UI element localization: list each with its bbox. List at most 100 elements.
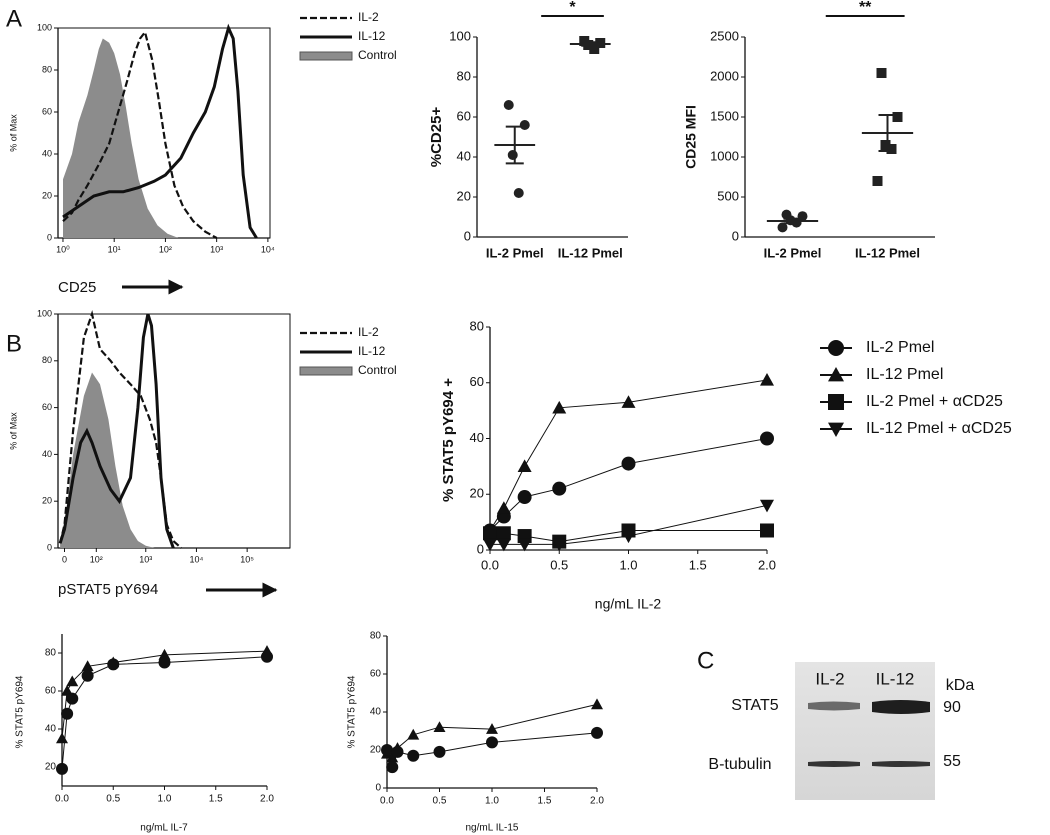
marker xyxy=(552,481,567,496)
marker xyxy=(519,120,530,130)
marker xyxy=(407,749,420,762)
marker xyxy=(261,650,273,663)
x-axis-label: ng/mL IL-2 xyxy=(595,596,662,612)
y-tick-label: 20 xyxy=(457,188,471,203)
lane-label: IL-2 xyxy=(815,669,844,688)
y-tick-label: 100 xyxy=(37,22,52,32)
marker xyxy=(513,188,524,198)
y-tick-label: 40 xyxy=(457,148,471,163)
legend-label: IL-12 xyxy=(358,344,386,358)
x-tick-label: 0.0 xyxy=(380,796,394,807)
marker xyxy=(407,728,420,740)
x-tick-label: 2.0 xyxy=(260,794,274,805)
x-tick-label: 1.5 xyxy=(689,557,707,572)
legend-label: IL-2 Pmel + αCD25 xyxy=(866,393,1003,410)
marker xyxy=(107,658,120,671)
marker xyxy=(621,456,636,471)
marker xyxy=(81,669,94,682)
x-tick-label: 0.5 xyxy=(106,794,120,805)
band-label: STAT5 xyxy=(731,697,779,714)
panel-label: A xyxy=(6,5,22,32)
legend-marker xyxy=(828,340,844,356)
marker xyxy=(517,459,532,472)
blot-band xyxy=(872,700,930,714)
marker xyxy=(483,538,497,552)
x-tick-label: 1.0 xyxy=(158,794,172,805)
y-tick-label: 500 xyxy=(717,188,739,203)
x-tick-label: IL-12 Pmel xyxy=(558,245,623,260)
x-tick-label: 10³ xyxy=(139,554,152,564)
legend-label: IL-2 Pmel xyxy=(866,339,934,356)
error-bar xyxy=(505,125,524,165)
significance-label: * xyxy=(569,0,576,16)
marker xyxy=(777,222,788,233)
x-axis-label: ng/mL IL-7 xyxy=(140,823,188,834)
y-tick-label: 60 xyxy=(370,669,382,680)
marker xyxy=(158,648,171,660)
y-tick-label: 40 xyxy=(470,430,484,445)
x-tick-label: 10¹ xyxy=(108,244,121,254)
x-tick-label: IL-12 Pmel xyxy=(855,245,920,260)
marker xyxy=(496,538,511,552)
marker xyxy=(66,692,79,705)
marker xyxy=(589,44,600,54)
y-tick-label: 0 xyxy=(375,783,381,794)
x-axis-label: pSTAT5 pY694 xyxy=(58,581,158,598)
y-tick-label: 60 xyxy=(45,686,57,697)
marker xyxy=(760,431,774,446)
error-bar xyxy=(878,114,897,152)
series-line xyxy=(62,23,258,239)
y-tick-label: 20 xyxy=(470,486,484,501)
y-tick-label: 40 xyxy=(42,148,52,158)
marker xyxy=(496,526,511,541)
x-tick-label: 10⁴ xyxy=(190,554,204,564)
legend-swatch xyxy=(299,366,353,376)
marker xyxy=(552,538,567,552)
legend-label: IL-2 xyxy=(358,325,379,339)
series-line xyxy=(62,29,218,239)
legend-label: Control xyxy=(358,48,397,62)
marker xyxy=(591,726,603,739)
x-tick-label: 10² xyxy=(159,244,172,254)
unit-label: kDa xyxy=(946,677,975,694)
y-tick-label: 100 xyxy=(449,28,471,43)
x-tick-label: 0.0 xyxy=(481,557,499,572)
band-mw: 55 xyxy=(943,753,961,770)
y-tick-label: 60 xyxy=(42,402,52,412)
y-tick-label: 1500 xyxy=(710,108,739,123)
marker xyxy=(621,530,636,544)
area xyxy=(63,38,179,238)
x-tick-label: 10³ xyxy=(210,244,223,254)
marker xyxy=(496,501,511,514)
y-tick-label: 2000 xyxy=(710,68,739,83)
y-axis-label: % STAT5 pY694 + xyxy=(440,378,457,502)
legend-label: Control xyxy=(358,363,397,377)
x-tick-label: 0.5 xyxy=(550,557,568,572)
marker xyxy=(433,721,446,732)
blot-image xyxy=(795,662,935,800)
x-tick-label: 10⁵ xyxy=(240,554,254,564)
y-axis-label: % of Max xyxy=(8,114,18,152)
x-tick-label: 10⁴ xyxy=(261,244,275,254)
y-tick-label: 20 xyxy=(370,745,382,756)
marker xyxy=(892,112,903,122)
x-tick-label: IL-2 Pmel xyxy=(764,245,822,260)
y-axis-label: % STAT5 pY694 xyxy=(15,675,26,748)
marker xyxy=(386,761,399,774)
blot-band xyxy=(808,701,860,711)
y-tick-label: 60 xyxy=(42,106,52,116)
y-tick-label: 20 xyxy=(45,762,57,773)
legend-label: IL-12 Pmel xyxy=(866,366,943,383)
x-tick-label: 10⁰ xyxy=(56,244,70,254)
marker xyxy=(158,656,171,669)
y-tick-label: 40 xyxy=(45,724,57,735)
series-line xyxy=(58,313,175,549)
y-axis-label: % STAT5 pY694 xyxy=(347,675,358,748)
y-tick-label: 80 xyxy=(42,64,52,74)
x-tick-label: 1.0 xyxy=(485,796,499,807)
marker xyxy=(433,745,446,758)
y-axis-label: %CD25+ xyxy=(428,107,445,168)
x-tick-label: 0 xyxy=(62,554,67,564)
legend-label: IL-12 Pmel + αCD25 xyxy=(866,420,1012,437)
